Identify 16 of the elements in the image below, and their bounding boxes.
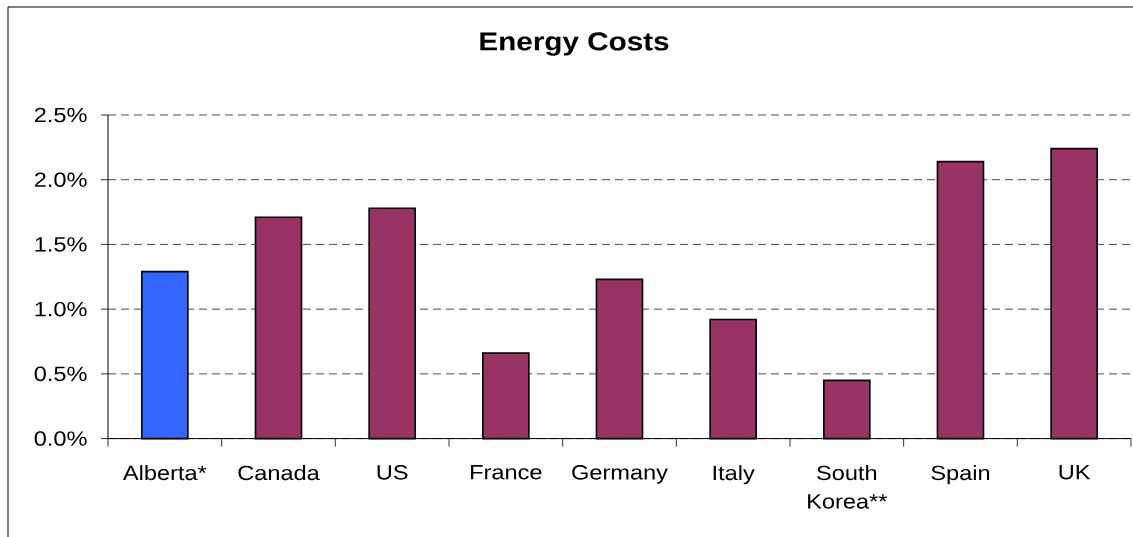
x-tick-label: South Korea** [808,465,888,509]
x-tick-label: Alberta* [122,465,207,481]
chart-title: Energy Costs [480,32,669,56]
y-tick-label: 0.5% [34,366,87,382]
x-tick-label: Italy [713,465,755,485]
x-tick-label: US [377,465,408,480]
x-tick-label: France [471,465,542,480]
x-tick-label: Canada [238,465,320,481]
y-tick-label: 2.0% [34,172,87,187]
y-tick-label: 1.0% [35,301,87,317]
x-tick-label: Spain [931,465,990,485]
y-tick-label: 0.0% [34,431,87,446]
x-tick-label: UK [1059,465,1091,480]
y-tick-label: 1.5% [35,237,87,252]
y-tick-label: 2.5% [34,107,87,123]
x-tick-label: Germany [572,465,668,484]
